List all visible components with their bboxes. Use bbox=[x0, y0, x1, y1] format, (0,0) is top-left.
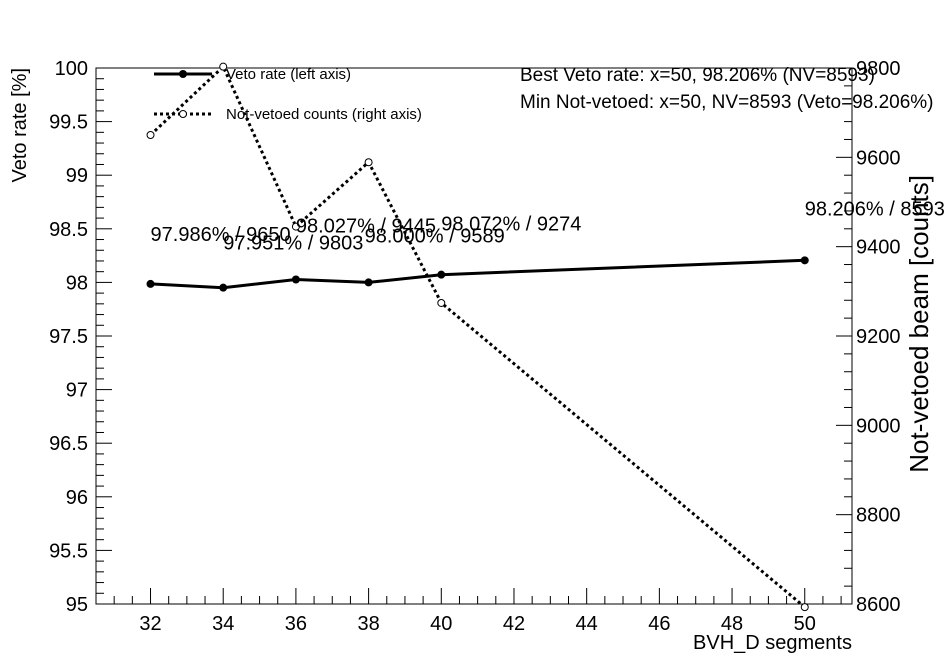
y-right-tick-label: 8600 bbox=[856, 594, 901, 616]
point-label: 98.206% / 8593 bbox=[805, 198, 945, 220]
y-right-tick-label: 9800 bbox=[856, 58, 901, 80]
data-point-filled bbox=[291, 275, 300, 284]
y-right-tick-label: 9600 bbox=[856, 147, 901, 169]
x-tick-label: 48 bbox=[721, 613, 743, 635]
y-left-tick-label: 95 bbox=[66, 594, 88, 616]
y-right-tick-label: 9400 bbox=[856, 237, 901, 259]
legend-label: Veto rate (left axis) bbox=[226, 66, 351, 83]
x-tick-label: 40 bbox=[430, 613, 452, 635]
legend: Veto rate (left axis) Not-vetoed counts (… bbox=[154, 66, 422, 123]
data-point-open bbox=[800, 603, 809, 612]
x-tick-label: 36 bbox=[285, 613, 307, 635]
x-tick-label: 34 bbox=[212, 613, 234, 635]
x-tick-label: 38 bbox=[357, 613, 379, 635]
point-label: 97.951% / 9803 bbox=[223, 233, 363, 255]
point-label: 98.027% / 9445 bbox=[296, 216, 436, 238]
data-point-filled bbox=[800, 256, 809, 265]
legend-label: Not-vetoed counts (right axis) bbox=[226, 106, 422, 123]
y-left-tick-label: 97 bbox=[66, 380, 88, 402]
y-left-tick-label: 95.5 bbox=[49, 540, 88, 562]
data-point-open bbox=[291, 222, 300, 231]
x-tick-label: 44 bbox=[576, 613, 598, 635]
annotations: Best Veto rate: x=50, 98.206% (NV=8593) M… bbox=[520, 65, 934, 113]
data-point-filled bbox=[364, 278, 373, 287]
y-left-tick-label: 97.5 bbox=[49, 326, 88, 348]
series-layer bbox=[146, 62, 809, 612]
tick-labels: 32 34 36 38 40 42 44 46 48 50 95 95.5 96 96.5 97 97.5 98… bbox=[49, 58, 900, 635]
data-point-filled bbox=[146, 279, 155, 288]
data-point-filled bbox=[219, 283, 228, 292]
y-right-tick-label: 8800 bbox=[856, 505, 901, 527]
series-line-1 bbox=[149, 64, 806, 609]
y-left-tick-label: 99 bbox=[66, 165, 88, 187]
point-label: 98.072% / 9274 bbox=[441, 214, 581, 236]
x-axis-label: BVH_D segments bbox=[693, 632, 852, 654]
y-left-tick-label: 98.5 bbox=[49, 219, 88, 241]
y-left-tick-label: 98 bbox=[66, 272, 88, 294]
tick-marks bbox=[95, 67, 852, 605]
x-tick-label: 46 bbox=[648, 613, 670, 635]
data-point-open bbox=[364, 158, 373, 167]
y-right-tick-label: 9000 bbox=[856, 415, 901, 437]
point-label: 97.986% / 9650 bbox=[151, 224, 291, 246]
data-point-open bbox=[219, 62, 228, 71]
point-label: 98.000% / 9589 bbox=[365, 225, 505, 247]
legend-marker-filled bbox=[179, 70, 187, 78]
series-line-0 bbox=[150, 258, 805, 290]
y-left-tick-label: 96 bbox=[66, 487, 88, 509]
y-axis-left-label: Veto rate [%] bbox=[9, 68, 31, 183]
y-left-tick-label: 100 bbox=[55, 58, 88, 80]
y-left-tick-label: 99.5 bbox=[49, 112, 88, 134]
plot-frame bbox=[95, 67, 853, 605]
annotation: Min Not-vetoed: x=50, NV=8593 (Veto=98.2… bbox=[520, 92, 934, 113]
x-tick-label: 32 bbox=[139, 613, 161, 635]
annotation: Best Veto rate: x=50, 98.206% (NV=8593) bbox=[520, 65, 875, 86]
data-point-open bbox=[437, 298, 446, 307]
legend-marker-open bbox=[179, 110, 187, 118]
data-point-open bbox=[146, 131, 155, 139]
data-point-filled bbox=[437, 270, 446, 279]
y-left-tick-label: 96.5 bbox=[49, 433, 88, 455]
y-right-tick-label: 9200 bbox=[856, 326, 901, 348]
x-tick-label: 50 bbox=[794, 613, 816, 635]
x-tick-label: 42 bbox=[503, 613, 525, 635]
y-axis-right-label: Not-vetoed beam [counts] bbox=[904, 175, 934, 473]
